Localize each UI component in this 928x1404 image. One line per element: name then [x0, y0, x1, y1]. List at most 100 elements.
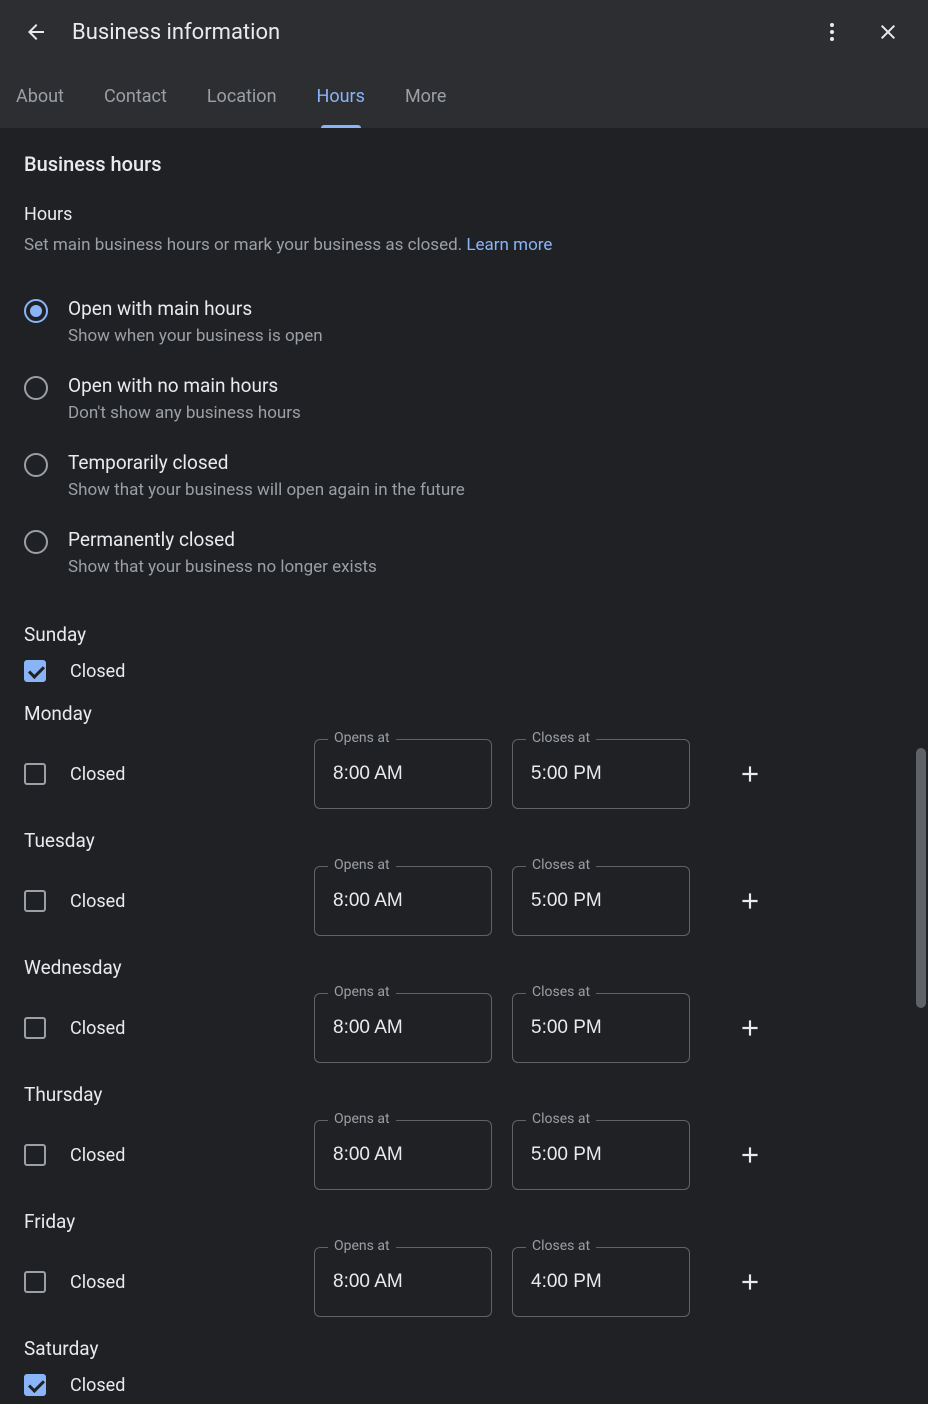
tab-more[interactable]: More — [405, 64, 446, 128]
radio-description: Don't show any business hours — [68, 403, 301, 423]
day-name: Friday — [24, 1210, 904, 1233]
closes-at-input[interactable] — [512, 739, 690, 809]
header-actions — [808, 8, 912, 56]
more-menu-button[interactable] — [808, 8, 856, 56]
plus-icon — [737, 1015, 763, 1041]
radio-option-3[interactable]: Permanently closed Show that your busines… — [24, 514, 904, 591]
opens-at-input[interactable] — [314, 739, 492, 809]
close-button[interactable] — [864, 8, 912, 56]
add-hours-button[interactable] — [730, 1008, 770, 1048]
day-closed-toggle: Closed — [24, 1374, 294, 1396]
closes-at-label: Closes at — [526, 984, 596, 1000]
section-title: Business hours — [24, 152, 904, 176]
opens-at-field: Opens at — [314, 739, 492, 809]
opens-at-label: Opens at — [328, 857, 396, 873]
day-block-friday: Friday Closed Opens at Closes at — [24, 1210, 904, 1317]
description-text: Set main business hours or mark your bus… — [24, 235, 466, 255]
day-closed-toggle: Closed — [24, 660, 294, 682]
closed-label: Closed — [70, 764, 130, 785]
closes-at-label: Closes at — [526, 1238, 596, 1254]
closed-checkbox[interactable] — [24, 660, 46, 682]
opens-at-label: Opens at — [328, 1111, 396, 1127]
tab-location[interactable]: Location — [207, 64, 277, 128]
opens-at-input[interactable] — [314, 1247, 492, 1317]
closed-label: Closed — [70, 1272, 130, 1293]
radio-option-1[interactable]: Open with no main hours Don't show any bu… — [24, 360, 904, 437]
back-button[interactable] — [16, 12, 56, 52]
radio-label: Permanently closed — [68, 528, 377, 551]
closes-at-field: Closes at — [512, 866, 690, 936]
add-hours-button[interactable] — [730, 1262, 770, 1302]
plus-icon — [737, 1142, 763, 1168]
more-vert-icon — [820, 20, 844, 44]
closes-at-input[interactable] — [512, 993, 690, 1063]
closes-at-label: Closes at — [526, 730, 596, 746]
closed-checkbox[interactable] — [24, 1144, 46, 1166]
day-block-monday: Monday Closed Opens at Closes at — [24, 702, 904, 809]
plus-icon — [737, 1269, 763, 1295]
opens-at-input[interactable] — [314, 993, 492, 1063]
day-closed-toggle: Closed — [24, 1271, 294, 1293]
opens-at-label: Opens at — [328, 984, 396, 1000]
day-row: Closed — [24, 1374, 904, 1396]
plus-icon — [737, 888, 763, 914]
closes-at-label: Closes at — [526, 857, 596, 873]
closed-checkbox[interactable] — [24, 1271, 46, 1293]
closed-checkbox[interactable] — [24, 1374, 46, 1396]
opens-at-input[interactable] — [314, 866, 492, 936]
day-closed-toggle: Closed — [24, 763, 294, 785]
radio-button[interactable] — [24, 376, 48, 400]
closed-label: Closed — [70, 1375, 130, 1396]
closes-at-input[interactable] — [512, 866, 690, 936]
opens-at-field: Opens at — [314, 1247, 492, 1317]
day-block-thursday: ThursdayClosedOpens atCloses at — [24, 1083, 904, 1190]
day-name: Sunday — [24, 623, 904, 646]
close-icon — [876, 20, 900, 44]
closes-at-input[interactable] — [512, 1247, 690, 1317]
closed-checkbox[interactable] — [24, 763, 46, 785]
tab-contact[interactable]: Contact — [104, 64, 167, 128]
hours-subtitle: Hours — [24, 204, 904, 225]
add-hours-button[interactable] — [730, 881, 770, 921]
radio-label: Temporarily closed — [68, 451, 465, 474]
day-block-saturday: Saturday Closed — [24, 1337, 904, 1396]
tab-bar: About Contact Location Hours More — [0, 64, 928, 128]
radio-description: Show that your business no longer exists — [68, 557, 377, 577]
closed-label: Closed — [70, 661, 130, 682]
radio-button[interactable] — [24, 453, 48, 477]
day-name: Monday — [24, 702, 904, 725]
closes-at-field: Closes at — [512, 739, 690, 809]
day-closed-toggle: Closed — [24, 1017, 294, 1039]
radio-button[interactable] — [24, 530, 48, 554]
arrow-left-icon — [24, 20, 48, 44]
radio-description: Show that your business will open again … — [68, 480, 465, 500]
scrollbar-thumb[interactable] — [916, 748, 926, 1008]
plus-icon — [737, 761, 763, 787]
closes-at-input[interactable] — [512, 1120, 690, 1190]
learn-more-link[interactable]: Learn more — [466, 235, 552, 255]
closed-label: Closed — [70, 1018, 130, 1039]
day-row: ClosedOpens atCloses at — [24, 1120, 904, 1190]
day-row: Closed — [24, 660, 904, 682]
hours-status-radio-group: Open with main hoursShow when your busin… — [24, 283, 904, 591]
day-row: Closed Opens at Closes at — [24, 739, 904, 809]
page-title: Business information — [72, 20, 808, 45]
add-hours-button[interactable] — [730, 754, 770, 794]
closes-at-field: Closes at — [512, 993, 690, 1063]
opens-at-input[interactable] — [314, 1120, 492, 1190]
add-hours-button[interactable] — [730, 1135, 770, 1175]
closed-checkbox[interactable] — [24, 890, 46, 912]
closes-at-field: Closes at — [512, 1120, 690, 1190]
closes-at-label: Closes at — [526, 1111, 596, 1127]
tab-hours[interactable]: Hours — [317, 64, 365, 128]
closed-checkbox[interactable] — [24, 1017, 46, 1039]
radio-button[interactable] — [24, 299, 48, 323]
tab-about[interactable]: About — [16, 64, 64, 128]
day-name: Saturday — [24, 1337, 904, 1360]
scrollbar-track — [914, 128, 928, 1404]
radio-option-2[interactable]: Temporarily closed Show that your busines… — [24, 437, 904, 514]
radio-option-0[interactable]: Open with main hoursShow when your busin… — [24, 283, 904, 360]
hours-description: Set main business hours or mark your bus… — [24, 235, 904, 255]
opens-at-label: Opens at — [328, 730, 396, 746]
radio-label: Open with no main hours — [68, 374, 301, 397]
